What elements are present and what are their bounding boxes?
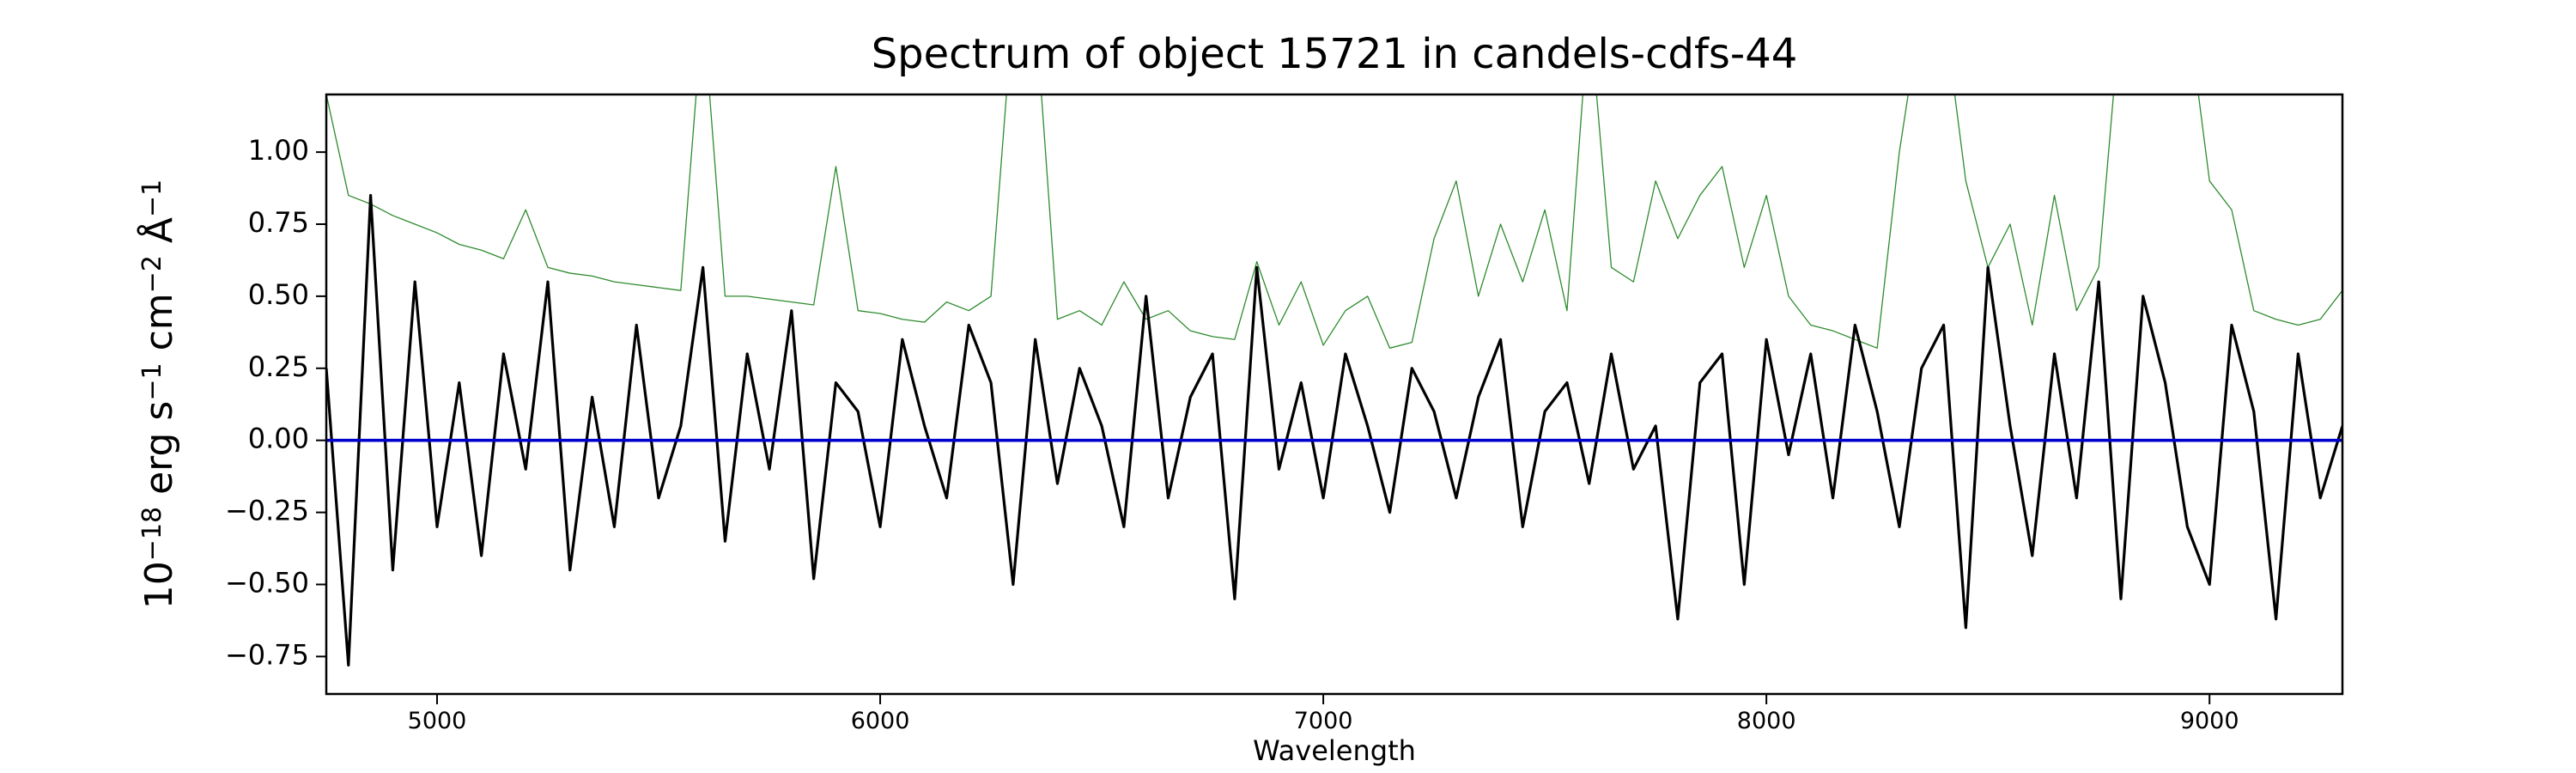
chart-title: Spectrum of object 15721 in candels-cdfs… <box>872 30 1798 78</box>
plot-area <box>326 94 2342 667</box>
y-axis-label-part: 10 <box>137 561 181 609</box>
y-axis-label-part: cm <box>137 293 181 362</box>
x-tick-label: 5000 <box>408 708 467 734</box>
x-tick-label: 6000 <box>851 708 910 734</box>
x-tick-label: 8000 <box>1737 708 1796 734</box>
y-tick-label: −0.75 <box>225 638 309 671</box>
x-axis-label: Wavelength <box>1253 734 1416 767</box>
y-tick-label: 0.50 <box>248 278 309 311</box>
y-axis-label-exponent: −2 <box>137 255 167 293</box>
x-tick-label: 9000 <box>2180 708 2239 734</box>
y-tick-label: 0.00 <box>248 423 309 455</box>
y-tick-label: −0.50 <box>225 566 309 599</box>
y-axis-label-exponent: −1 <box>137 180 167 217</box>
y-tick-label: 0.25 <box>248 350 309 383</box>
y-tick-label: −0.25 <box>225 495 309 527</box>
axes-frame <box>325 93 2344 696</box>
spectrum-line <box>326 193 2342 667</box>
y-axis-label-part: Å <box>136 217 181 255</box>
y-axis-label: 10−18 erg s−1 cm−2 Å−1 <box>136 180 181 609</box>
y-tick-label: 1.00 <box>248 134 309 167</box>
y-axis-label-exponent: −18 <box>137 507 167 561</box>
y-axis-label-part: erg s <box>137 401 181 507</box>
y-tick-label: 0.75 <box>248 206 309 239</box>
y-axis-label-exponent: −1 <box>137 362 167 400</box>
x-tick-label: 7000 <box>1294 708 1353 734</box>
spectrum-line <box>326 94 2342 349</box>
